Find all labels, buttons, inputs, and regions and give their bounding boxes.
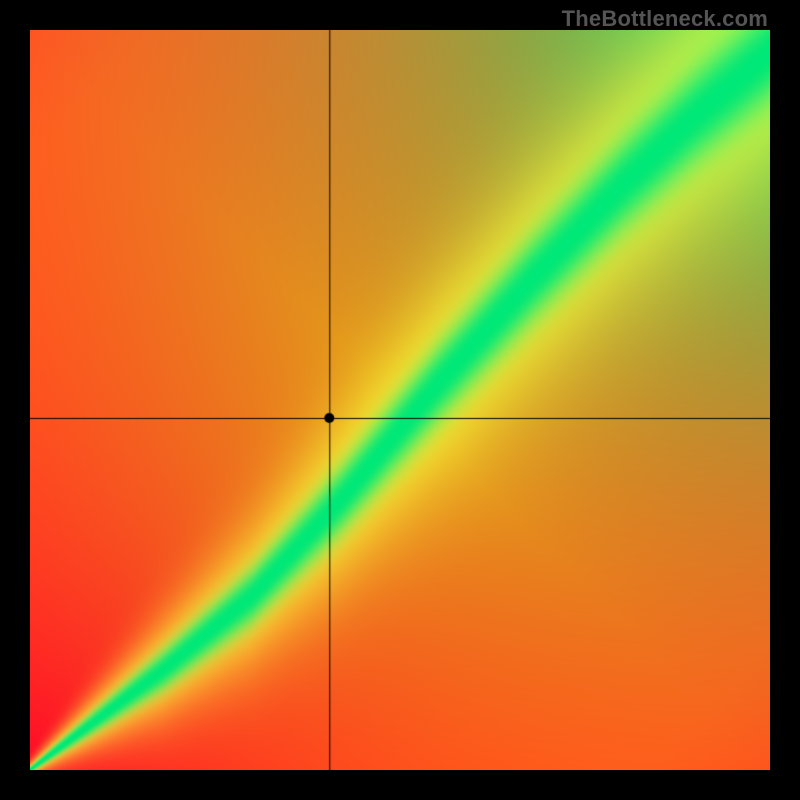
bottleneck-heatmap <box>30 30 770 770</box>
watermark-text: TheBottleneck.com <box>562 6 768 32</box>
chart-frame: TheBottleneck.com <box>0 0 800 800</box>
